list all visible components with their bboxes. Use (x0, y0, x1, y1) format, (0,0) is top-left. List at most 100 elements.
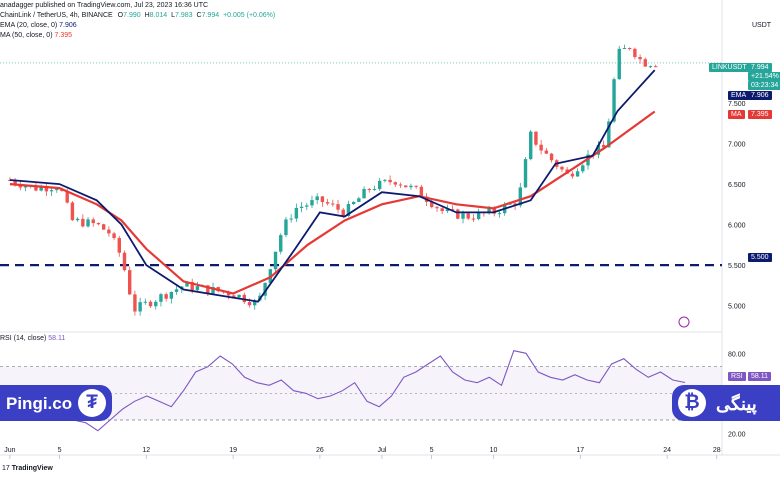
candle-up (39, 186, 43, 191)
tradingview-footer-text: TradingView (11, 465, 53, 472)
candle-down (13, 180, 17, 185)
tradingview-footer[interactable]: 17 TradingView (2, 465, 53, 472)
candle-down (419, 186, 424, 197)
last-change-tag: +21.54% (748, 72, 780, 81)
candle-down (320, 196, 325, 203)
x-tick-label: 19 (229, 447, 237, 454)
level-value-tag: 5.500 (748, 253, 772, 262)
candle-up (263, 282, 267, 296)
candle-down (633, 48, 637, 58)
candle-up (476, 212, 481, 220)
candle-up (143, 301, 148, 303)
candle-up (461, 213, 465, 219)
event-bolt-icon (678, 316, 690, 328)
candle-down (560, 166, 564, 170)
candle-down (450, 209, 455, 211)
candle-up (362, 188, 366, 199)
x-tick-label: 17 (576, 447, 584, 454)
candle-down (492, 208, 496, 214)
tradingview-logo-icon: 17 (2, 465, 10, 472)
x-tick-label: Jun (4, 447, 15, 454)
candle-down (325, 202, 330, 204)
high-value: 8.014 (149, 12, 168, 19)
candle-down (107, 229, 111, 234)
candle-down (190, 282, 194, 291)
symbol-name[interactable]: ChainLink / TetherUS, 4h, BINANCE (0, 12, 113, 19)
candle-up (518, 187, 523, 206)
candle-down (435, 207, 439, 209)
rsi-tick-label: 80.00 (728, 351, 746, 358)
candle-down (601, 144, 606, 148)
ma-legend-value: 7.395 (54, 32, 73, 39)
candle-down (91, 219, 95, 224)
candle-up (529, 131, 533, 160)
bitcoin-coin-icon: ₿ (678, 389, 706, 417)
candle-down (393, 182, 398, 185)
currency-label: USDT (752, 22, 772, 29)
candle-up (289, 218, 293, 220)
candle-up (310, 200, 314, 206)
countdown-tag: 03:23:34 (748, 81, 780, 90)
rsi-line (0, 350, 686, 432)
x-tick-label: 28 (713, 447, 721, 454)
x-tick-label: 5 (430, 447, 434, 454)
candle-up (372, 189, 377, 191)
candle-up (185, 282, 189, 287)
ema-legend-row[interactable]: EMA (20, close, 0) 7.906 (0, 22, 77, 29)
candle-up (622, 48, 627, 50)
rsi-legend-row[interactable]: RSI (14, close) 58.11 (0, 335, 65, 342)
candle-down (398, 184, 403, 186)
pingi-left-text: Pingi.co (6, 394, 73, 413)
x-tick-label: 24 (663, 447, 671, 454)
ma-legend-row[interactable]: MA (50, close, 0) 7.395 (0, 32, 72, 39)
candle-up (315, 196, 319, 201)
rsi-value-tag: 58.11 (748, 372, 771, 381)
candle-down (70, 202, 75, 221)
rsi-legend-value: 58.11 (48, 335, 66, 342)
open-value: 7.990 (123, 12, 141, 19)
candle-down (414, 185, 418, 187)
candle-up (279, 235, 283, 252)
candle-down (654, 66, 658, 68)
open-label: O (117, 12, 124, 19)
x-tick-label: 26 (316, 447, 324, 454)
candle-up (49, 190, 54, 192)
rsi-legend-label: RSI (14, close) (0, 335, 47, 342)
candle-down (336, 204, 340, 210)
close-value: 7.994 (201, 12, 220, 19)
candle-down (539, 144, 543, 151)
change-value: +0.005 (+0.06%) (223, 12, 276, 19)
candle-up (445, 209, 450, 212)
close-label: C (196, 12, 202, 19)
candle-up (523, 159, 528, 188)
candle-up (154, 301, 158, 307)
ema-legend-value: 7.906 (59, 22, 77, 29)
candle-down (44, 186, 49, 192)
price-tick-label: 7.000 (728, 142, 746, 149)
symbol-ohlc-row: ChainLink / TetherUS, 4h, BINANCE O7.990… (0, 12, 275, 19)
candle-down (232, 295, 236, 298)
candle-down (34, 185, 38, 191)
candle-up (75, 218, 80, 221)
low-value: 7.983 (175, 12, 193, 19)
publish-credit: anadagger published on TradingView.com, … (0, 2, 208, 9)
candle-up (211, 287, 215, 294)
candle-up (575, 171, 580, 177)
candle-down (534, 131, 538, 145)
pingi-right-banner[interactable]: ₿ پینگی (672, 385, 780, 421)
candle-up (195, 286, 200, 291)
candle-up (169, 291, 174, 299)
candle-down (242, 294, 246, 303)
pingi-left-banner[interactable]: Pingi.co ₮ (0, 385, 112, 421)
ma-value-tag: 7.395 (748, 110, 772, 119)
candle-down (65, 190, 69, 203)
candle-up (487, 208, 491, 214)
candle-up (138, 302, 142, 312)
ema-tag: EMA (728, 91, 750, 100)
tether-coin-icon: ₮ (78, 389, 106, 417)
symbol-tag: LINKUSDT (709, 63, 750, 72)
candle-up (607, 121, 611, 148)
candle-up (86, 219, 90, 227)
candle-up (648, 66, 653, 68)
high-label: H (144, 12, 150, 19)
